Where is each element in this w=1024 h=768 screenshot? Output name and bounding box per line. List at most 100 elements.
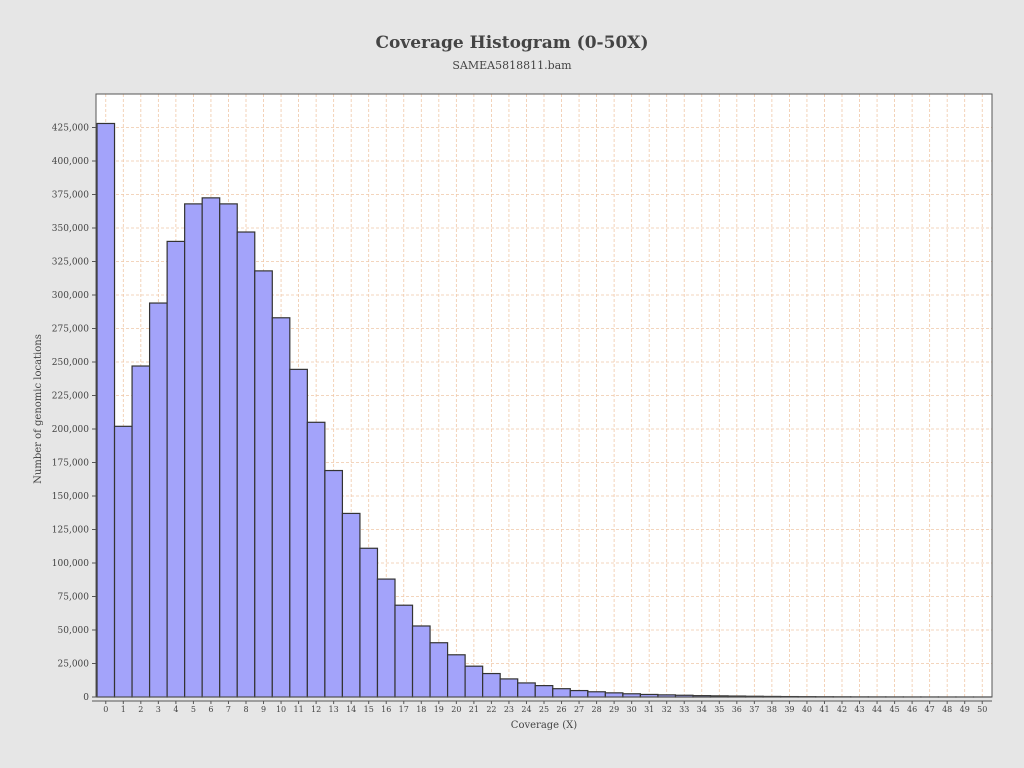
histogram-bar — [289, 368, 308, 698]
x-tick-label: 26 — [556, 705, 566, 714]
x-tick-label: 25 — [539, 705, 549, 714]
y-tick-label: 300,000 — [52, 291, 89, 301]
x-tick-label: 30 — [627, 705, 637, 714]
y-tick-label: 75,000 — [58, 593, 90, 603]
x-tick-label: 14 — [346, 705, 356, 714]
histogram-bar — [517, 682, 536, 698]
x-tick-label: 34 — [697, 705, 707, 714]
y-tick-label: 400,000 — [52, 157, 89, 167]
chart-subtitle: SAMEA5818811.bam — [452, 59, 572, 72]
x-tick-label: 28 — [591, 705, 601, 714]
histogram-bar — [482, 672, 501, 698]
histogram-bar — [359, 547, 379, 698]
y-tick-label: 200,000 — [52, 425, 89, 435]
histogram-bar — [534, 685, 554, 698]
x-tick-label: 21 — [469, 705, 479, 714]
x-axis-label: Coverage (X) — [511, 720, 578, 731]
x-tick-label: 47 — [925, 705, 935, 714]
histogram-bar — [148, 302, 168, 698]
x-tick-label: 15 — [364, 705, 374, 714]
x-tick-label: 33 — [679, 705, 689, 714]
histogram-bar — [376, 578, 396, 698]
x-tick-label: 18 — [416, 705, 426, 714]
x-tick-label: 38 — [767, 705, 777, 714]
x-tick-label: 5 — [191, 705, 196, 714]
x-tick-label: 43 — [854, 705, 864, 714]
x-tick-label: 19 — [434, 705, 444, 714]
x-tick-label: 7 — [226, 705, 231, 714]
y-tick-label: 0 — [83, 693, 89, 703]
x-tick-label: 37 — [749, 705, 759, 714]
y-tick-label: 325,000 — [52, 258, 89, 268]
x-tick-label: 9 — [261, 705, 266, 714]
x-tick-label: 0 — [103, 705, 108, 714]
histogram-bar — [552, 688, 571, 698]
x-tick-label: 36 — [732, 705, 742, 714]
y-tick-label: 100,000 — [52, 559, 89, 569]
histogram-bar — [96, 122, 116, 698]
y-tick-label: 150,000 — [52, 492, 89, 502]
histogram-bar — [341, 512, 361, 698]
x-tick-label: 24 — [521, 705, 531, 714]
histogram-bar — [254, 270, 273, 698]
histogram-bar — [446, 654, 466, 698]
x-tick-label: 6 — [208, 705, 213, 714]
x-tick-label: 13 — [329, 705, 339, 714]
x-tick-label: 42 — [837, 705, 847, 714]
y-tick-label: 50,000 — [58, 626, 90, 636]
x-tick-label: 41 — [819, 705, 829, 714]
histogram-bar — [604, 692, 624, 698]
histogram-bar — [184, 203, 203, 698]
x-tick-label: 11 — [293, 705, 303, 714]
x-tick-label: 3 — [156, 705, 161, 714]
y-tick-label: 425,000 — [52, 124, 89, 134]
y-tick-label: 225,000 — [52, 392, 89, 402]
histogram-bar — [429, 642, 449, 698]
x-tick-label: 35 — [714, 705, 724, 714]
histogram-bar — [131, 365, 151, 698]
histogram-bar — [306, 421, 326, 698]
x-tick-label: 31 — [644, 705, 654, 714]
x-tick-label: 40 — [802, 705, 812, 714]
y-tick-label: 375,000 — [52, 191, 89, 201]
histogram-bar — [113, 425, 133, 698]
histogram-bar — [201, 197, 221, 698]
y-tick-label: 25,000 — [58, 660, 90, 670]
histogram-bar — [324, 469, 344, 698]
histogram-bar — [464, 665, 484, 698]
x-tick-label: 20 — [451, 705, 461, 714]
x-tick-label: 17 — [399, 705, 409, 714]
x-tick-label: 46 — [907, 705, 917, 714]
x-tick-label: 2 — [138, 705, 143, 714]
x-tick-label: 8 — [243, 705, 248, 714]
x-tick-label: 10 — [276, 705, 286, 714]
x-tick-label: 48 — [942, 705, 952, 714]
histogram-bar — [411, 625, 431, 698]
x-tick-label: 27 — [574, 705, 584, 714]
y-tick-label: 125,000 — [52, 526, 89, 536]
histogram-bar — [166, 240, 186, 698]
x-tick-label: 22 — [486, 705, 496, 714]
y-tick-label: 275,000 — [52, 325, 89, 335]
histogram-bar — [271, 317, 291, 698]
x-tick-label: 23 — [504, 705, 514, 714]
y-tick-label: 250,000 — [52, 358, 89, 368]
histogram-bar — [499, 678, 519, 698]
x-tick-label: 32 — [662, 705, 672, 714]
x-tick-label: 44 — [872, 705, 882, 714]
x-tick-label: 39 — [784, 705, 794, 714]
histogram-bar — [394, 604, 414, 698]
histogram-bar — [236, 231, 256, 698]
histogram-bar — [569, 689, 589, 698]
x-tick-label: 16 — [381, 705, 391, 714]
chart-title: Coverage Histogram (0-50X) — [375, 33, 648, 53]
histogram-bar — [587, 691, 606, 698]
x-tick-label: 45 — [889, 705, 899, 714]
y-tick-label: 175,000 — [52, 459, 89, 469]
plot-area: 0 25,000 50,000 75,000 100,000 125,000 150,000… — [52, 93, 993, 714]
y-axis-label: Number of genomic locations — [33, 334, 44, 484]
x-tick-label: 12 — [311, 705, 321, 714]
x-tick-label: 50 — [977, 705, 987, 714]
